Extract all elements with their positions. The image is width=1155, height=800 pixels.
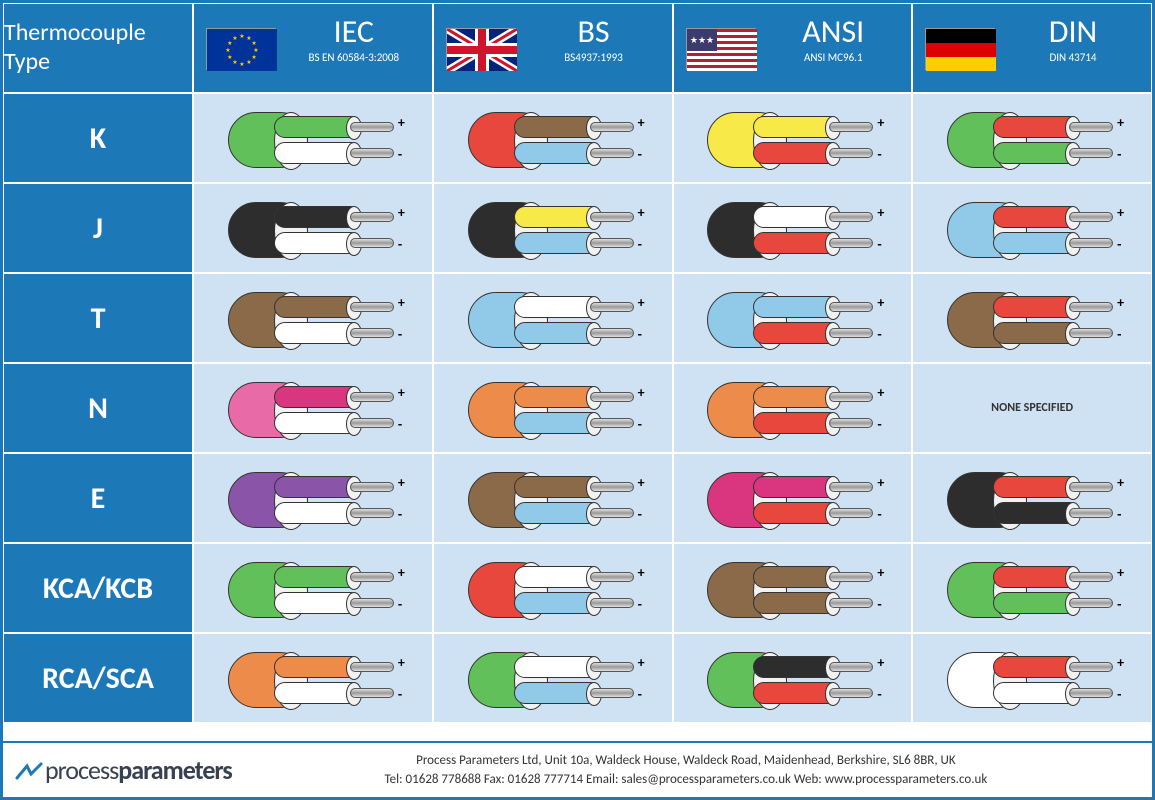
row-type-E: E [3,453,193,543]
cable-icon: +- [218,372,408,444]
cell-N-0: +- [193,363,433,453]
cable-icon: +- [697,282,887,354]
footer-text: Process Parameters Ltd, Unit 10a, Waldec… [232,751,1140,790]
svg-text:★: ★ [232,34,237,42]
row-type-J: J [3,183,193,273]
header-standard-ANSI: ★★★ ANSIANSI MC96.1 [673,3,913,93]
flag-us-icon: ★★★ [686,28,756,70]
cable-icon: +- [937,282,1127,354]
cell-K-3: +- [912,93,1152,183]
cell-KCA/KCB-3: +- [912,543,1152,633]
svg-text:★: ★ [239,60,244,68]
cable-icon: +- [458,192,648,264]
cell-KCA/KCB-2: +- [673,543,913,633]
cell-RCA/SCA-3: +- [912,633,1152,723]
cell-E-2: +- [673,453,913,543]
cell-RCA/SCA-1: +- [433,633,673,723]
logo-icon [15,758,43,786]
flag-de-icon [925,28,995,70]
cell-T-0: +- [193,273,433,363]
cell-none: NONE SPECIFIED [912,363,1152,453]
standard-sub: DIN 43714 [1013,51,1133,64]
footer: processparameters Process Parameters Ltd… [3,741,1152,797]
cell-K-2: +- [673,93,913,183]
cell-T-2: +- [673,273,913,363]
flag-uk-icon [446,28,516,70]
row-type-RCA/SCA: RCA/SCA [3,633,193,723]
cell-K-1: +- [433,93,673,183]
svg-text:★: ★ [225,46,230,54]
logo-post: parameters [118,754,231,786]
svg-text:★: ★ [227,53,232,61]
footer-address: Process Parameters Ltd, Unit 10a, Waldec… [232,751,1140,771]
standard-code: BS [534,12,654,51]
cell-J-2: +- [673,183,913,273]
header-title: Thermocouple Type [3,3,193,93]
cable-icon: +- [697,552,887,624]
standard-sub: ANSI MC96.1 [773,51,893,64]
cable-icon: +- [458,552,648,624]
cell-T-3: +- [912,273,1152,363]
cable-icon: +- [218,192,408,264]
cable-icon: +- [697,372,887,444]
cable-icon: +- [937,102,1127,174]
cell-E-0: +- [193,453,433,543]
row-type-KCA/KCB: KCA/KCB [3,543,193,633]
cell-T-1: +- [433,273,673,363]
cable-icon: +- [218,552,408,624]
standard-code: ANSI [773,12,893,51]
cable-icon: +- [697,192,887,264]
cell-J-3: +- [912,183,1152,273]
svg-text:★: ★ [251,53,256,61]
cell-E-3: +- [912,453,1152,543]
cable-icon: +- [218,102,408,174]
standard-code: IEC [294,12,414,51]
cell-N-2: +- [673,363,913,453]
cell-RCA/SCA-0: +- [193,633,433,723]
cell-K-0: +- [193,93,433,183]
cable-icon: +- [458,462,648,534]
flag-eu-icon: ★★★★★★★★★★★★ [206,28,276,70]
cable-icon: +- [218,462,408,534]
cell-KCA/KCB-0: +- [193,543,433,633]
cable-icon: +- [458,372,648,444]
footer-contact: Tel: 01628 778688 Fax: 01628 777714 Emai… [232,770,1140,790]
header-standard-BS: BSBS4937:1993 [433,3,673,93]
row-type-N: N [3,363,193,453]
cell-J-1: +- [433,183,673,273]
cable-icon: +- [937,462,1127,534]
row-type-K: K [3,93,193,183]
svg-text:★: ★ [239,32,244,40]
cell-J-0: +- [193,183,433,273]
cell-E-1: +- [433,453,673,543]
cell-N-1: +- [433,363,673,453]
header-standard-IEC: ★★★★★★★★★★★★ IECBS EN 60584-3:2008 [193,3,433,93]
cable-icon: +- [458,102,648,174]
cable-icon: +- [218,282,408,354]
cable-icon: +- [937,552,1127,624]
cable-icon: +- [458,282,648,354]
logo-pre: process [45,754,118,786]
svg-text:★: ★ [232,58,237,66]
cable-icon: +- [937,642,1127,714]
row-type-T: T [3,273,193,363]
cell-KCA/KCB-1: +- [433,543,673,633]
cable-icon: +- [458,642,648,714]
logo: processparameters [15,754,232,787]
cable-icon: +- [937,192,1127,264]
cable-icon: +- [218,642,408,714]
standard-sub: BS4937:1993 [534,51,654,64]
header-standard-DIN: DINDIN 43714 [912,3,1152,93]
svg-text:★: ★ [246,58,251,66]
cable-icon: +- [697,102,887,174]
cable-icon: +- [697,642,887,714]
cable-icon: +- [697,462,887,534]
cell-RCA/SCA-2: +- [673,633,913,723]
standard-code: DIN [1013,12,1133,51]
svg-text:★★★: ★★★ [689,35,713,46]
standard-sub: BS EN 60584-3:2008 [294,51,414,64]
